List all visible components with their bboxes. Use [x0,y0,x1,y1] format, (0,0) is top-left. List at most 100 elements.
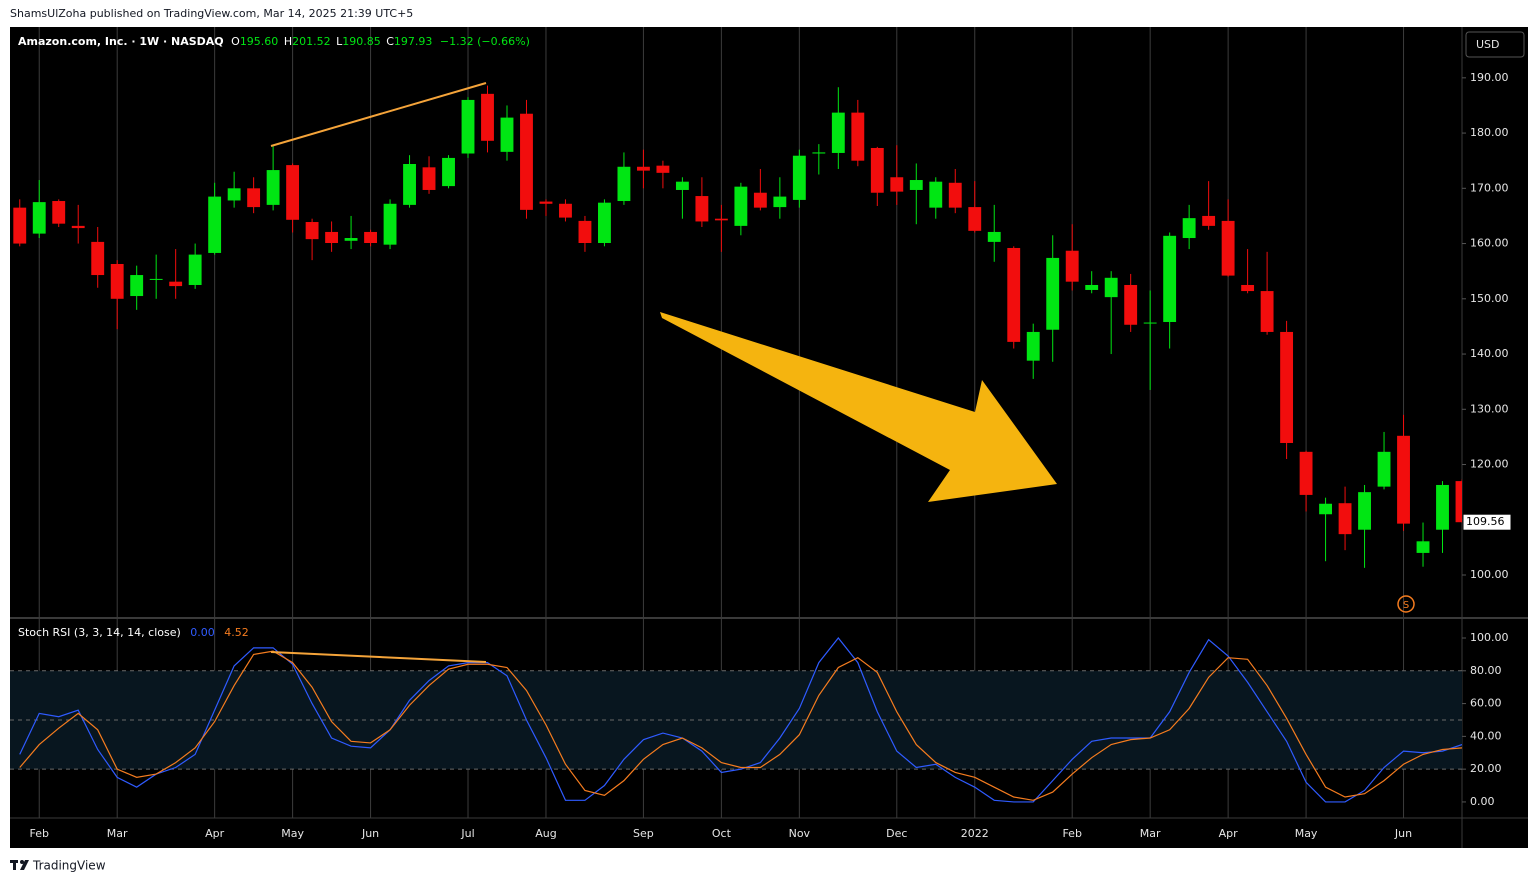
trendline [270,651,487,663]
candle-body [559,203,572,218]
event-marker-label[interactable]: S [1403,600,1409,611]
candle-body [1182,218,1196,239]
candle-body [617,166,631,202]
readout-value: 0.00 [190,626,215,639]
y-tick-label: 140.00 [1470,347,1509,360]
candle-body [1241,284,1255,292]
currency-button[interactable] [1465,31,1525,58]
x-tick-label: Aug [535,827,556,840]
candle-body [1377,451,1391,487]
candle-body [364,231,377,244]
candle-body [208,196,222,253]
candle-body [1416,541,1430,553]
arrow-annotation [660,312,1057,502]
readout-name: L [336,35,343,48]
candle-body [1358,492,1371,530]
candle-body [1299,451,1313,495]
readout-value: 190.85 [342,35,381,48]
candle-body [1085,284,1099,290]
candle-body [130,275,144,297]
candle-body [325,231,339,244]
y-tick-label: 60.00 [1470,697,1502,710]
x-tick-label: Jun [1394,827,1412,840]
y-tick-label: 170.00 [1470,181,1509,194]
y-tick-label: 0.00 [1470,795,1495,808]
event-marker[interactable] [1397,595,1415,613]
x-tick-label: Nov [789,827,811,840]
footer-brand: TradingView [32,859,106,873]
candle-body [773,196,787,208]
candle-body [1280,331,1294,443]
candle-body [1319,503,1333,515]
candle-body [286,165,300,220]
candle-body [1124,284,1138,325]
price-plot [13,85,1462,568]
x-tick-label: Apr [1219,827,1239,840]
readout-name: C [386,35,394,48]
candle-body [792,155,806,200]
last-price-box [1462,513,1512,531]
y-tick-label: 100.00 [1470,568,1509,581]
readout-value: 195.60 [240,35,279,48]
x-tick-label: Jul [460,827,474,840]
x-tick-label: Mar [1140,827,1161,840]
y-tick-label: 80.00 [1470,664,1502,677]
candle-body [753,192,767,208]
candle-body [1202,215,1216,226]
x-tick-label: Oct [712,827,732,840]
candle-body [188,254,202,285]
trendline [270,82,487,147]
y-tick-label: 180.00 [1470,126,1509,139]
candle-body [656,165,670,173]
candle-body [422,167,436,190]
readout-value: 201.52 [292,35,331,48]
candle-body [1436,484,1449,530]
candle-body [266,170,280,205]
candle-body [461,99,475,154]
candle-body [169,281,183,287]
x-tick-label: Dec [886,827,907,840]
candle-body [13,207,27,244]
candle-body [91,241,105,276]
candle-body [1163,235,1177,322]
candle-body [520,113,533,210]
symbol-title: Amazon.com, Inc. · 1W · NASDAQ [18,35,224,48]
candle-body [734,186,748,226]
candle-body [948,182,962,208]
candle-body [851,112,865,161]
candle-body [1026,331,1040,361]
footer-logo [10,860,29,870]
candle-body [1065,250,1079,282]
x-tick-label: Apr [205,827,225,840]
candle-body [578,220,592,244]
candle-body [870,147,884,193]
candle-body [812,152,826,154]
candle-body [987,231,1001,242]
candle-body [383,203,397,245]
x-tick-label: Mar [107,827,128,840]
currency[interactable]: USD [1476,38,1500,51]
candle-body [1046,257,1060,330]
candle-body [1338,503,1352,535]
price-legend: Amazon.com, Inc. · 1W · NASDAQ O195.60 H… [18,35,530,48]
y-tick-label: 130.00 [1470,402,1509,415]
candle-body [695,196,709,222]
band-layer [10,670,1462,770]
candle-body [71,225,85,229]
candle-body [227,188,241,201]
readout-value: 197.93 [394,35,433,48]
indicator-legend: Stoch RSI (3, 3, 14, 14, close) 0.00 4.5… [18,626,249,639]
readout-name: H [284,35,292,48]
candle-body [305,222,319,240]
x-tick-label: Jun [361,827,379,840]
indicator-line [19,637,1462,803]
x-tick-label: Feb [29,827,48,840]
candle-body [1260,291,1274,332]
axes: Feb Mar Apr May Jun Jul Aug Sep Oct Nov Dec 2022 Feb… [29,71,1512,840]
candle-body [1455,481,1462,523]
readout-change: −1.32 (−0.66%) [440,35,530,48]
candle-body [500,117,514,152]
y-tick-label: 120.00 [1470,458,1509,471]
indicator-title: Stoch RSI (3, 3, 14, 14, close) [18,626,181,639]
readout-value: 4.52 [224,626,249,639]
